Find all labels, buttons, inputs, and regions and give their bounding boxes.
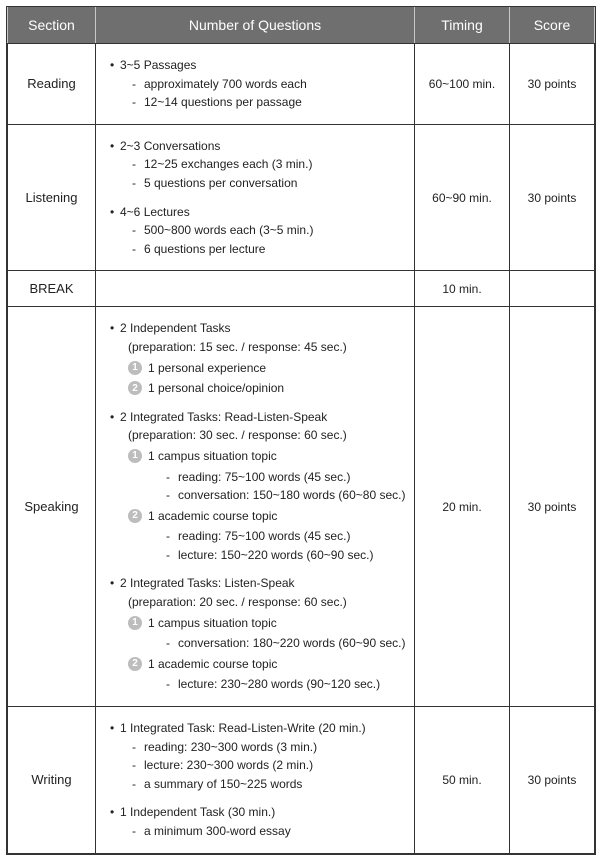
detail-text: a summary of 150~225 words [144,775,406,794]
section-cell: BREAK [8,271,96,307]
score-cell: 30 points [510,124,595,271]
bullet-text: 1 Independent Task (30 min.) [120,803,406,822]
score-cell: 30 points [510,44,595,125]
bullet-text: 2 Independent Tasks [120,319,406,338]
detail-text: lecture: 150~220 words (60~90 sec.) [178,546,406,565]
section-cell: Listening [8,124,96,271]
questions-cell: •1 Integrated Task: Read-Listen-Write (2… [96,707,415,854]
number-icon: 1 [128,361,142,375]
table-row: BREAK 10 min. [8,271,595,307]
prep-text: (preparation: 15 sec. / response: 45 sec… [128,338,406,357]
detail-text: 5 questions per conversation [144,174,406,193]
col-questions: Number of Questions [96,7,415,44]
detail-text: reading: 75~100 words (45 sec.) [178,527,406,546]
detail-text: lecture: 230~300 words (2 min.) [144,756,406,775]
number-icon: 1 [128,616,142,630]
section-cell: Writing [8,707,96,854]
number-icon: 2 [128,657,142,671]
score-cell: 30 points [510,307,595,707]
bullet-text: 2 Integrated Tasks: Read-Listen-Speak [120,408,406,427]
numbered-text: 1 academic course topic [148,655,277,674]
test-format-table-container: Section Number of Questions Timing Score… [6,6,596,855]
detail-text: conversation: 150~180 words (60~80 sec.) [178,486,406,505]
test-format-table: Section Number of Questions Timing Score… [7,7,595,854]
detail-text: reading: 75~100 words (45 sec.) [178,468,406,487]
number-icon: 2 [128,381,142,395]
bullet-text: 1 Integrated Task: Read-Listen-Write (20… [120,719,406,738]
detail-text: 12~14 questions per passage [144,93,406,112]
numbered-text: 1 campus situation topic [148,614,277,633]
bullet-text: 3~5 Passages [120,56,406,75]
prep-text: (preparation: 30 sec. / response: 60 sec… [128,426,406,445]
table-header-row: Section Number of Questions Timing Score [8,7,595,44]
table-row: Listening •2~3 Conversations -12~25 exch… [8,124,595,271]
section-cell: Reading [8,44,96,125]
number-icon: 2 [128,509,142,523]
number-icon: 1 [128,449,142,463]
table-row: Writing •1 Integrated Task: Read-Listen-… [8,707,595,854]
table-row: Reading •3~5 Passages -approximately 700… [8,44,595,125]
detail-text: lecture: 230~280 words (90~120 sec.) [178,675,406,694]
section-cell: Speaking [8,307,96,707]
detail-text: 6 questions per lecture [144,240,406,259]
detail-text: a minimum 300-word essay [144,822,406,841]
detail-text: 12~25 exchanges each (3 min.) [144,155,406,174]
detail-text: 500~800 words each (3~5 min.) [144,221,406,240]
bullet-text: 2 Integrated Tasks: Listen-Speak [120,574,406,593]
timing-cell: 60~100 min. [415,44,510,125]
timing-cell: 50 min. [415,707,510,854]
table-row: Speaking •2 Independent Tasks (preparati… [8,307,595,707]
col-score: Score [510,7,595,44]
numbered-text: 1 academic course topic [148,507,277,526]
numbered-text: 1 personal experience [148,359,266,378]
questions-cell [96,271,415,307]
score-cell [510,271,595,307]
prep-text: (preparation: 20 sec. / response: 60 sec… [128,593,406,612]
numbered-text: 1 campus situation topic [148,447,277,466]
numbered-text: 1 personal choice/opinion [148,379,284,398]
col-section: Section [8,7,96,44]
bullet-text: 2~3 Conversations [120,137,406,156]
score-cell: 30 points [510,707,595,854]
timing-cell: 60~90 min. [415,124,510,271]
questions-cell: •3~5 Passages -approximately 700 words e… [96,44,415,125]
detail-text: reading: 230~300 words (3 min.) [144,738,406,757]
bullet-text: 4~6 Lectures [120,203,406,222]
col-timing: Timing [415,7,510,44]
questions-cell: •2~3 Conversations -12~25 exchanges each… [96,124,415,271]
timing-cell: 20 min. [415,307,510,707]
questions-cell: •2 Independent Tasks (preparation: 15 se… [96,307,415,707]
detail-text: conversation: 180~220 words (60~90 sec.) [178,634,406,653]
detail-text: approximately 700 words each [144,75,406,94]
timing-cell: 10 min. [415,271,510,307]
